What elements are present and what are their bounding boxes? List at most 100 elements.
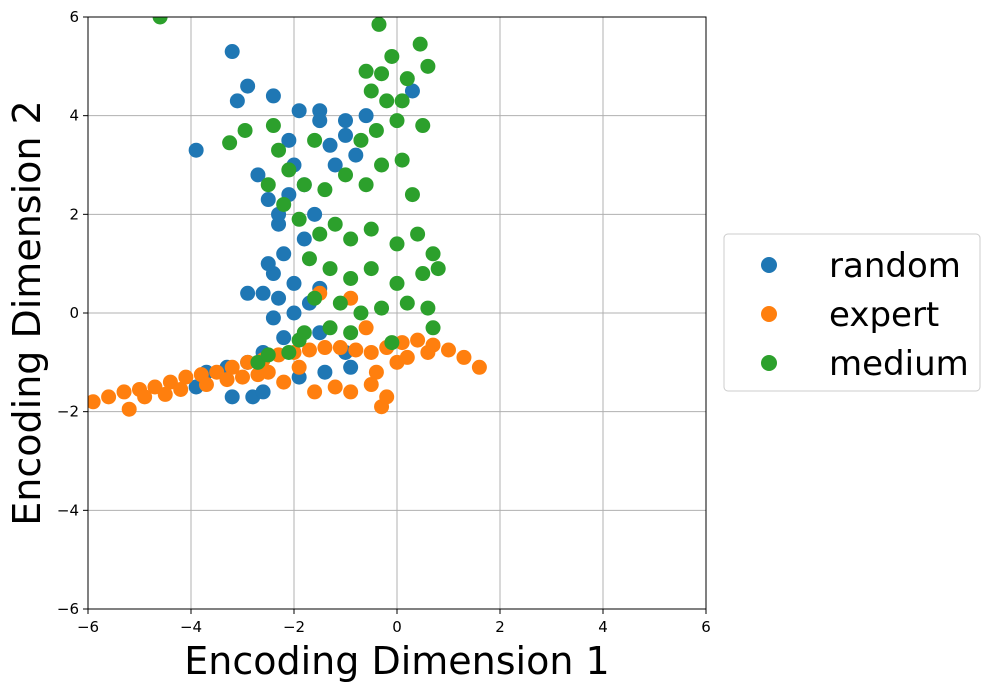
medium-point xyxy=(237,122,253,138)
medium-point xyxy=(332,295,348,311)
medium-point xyxy=(394,152,410,168)
random-point xyxy=(240,78,256,94)
x-tick-label: 4 xyxy=(598,618,608,636)
random-point xyxy=(229,93,245,109)
axis-ticks: −6 −4 −2 0 2 4 6 −6 −4 −2 0 2 4 6 xyxy=(57,8,711,636)
medium-point xyxy=(291,211,307,227)
expert-point xyxy=(363,344,379,360)
expert-point xyxy=(307,384,323,400)
medium-point xyxy=(260,177,276,193)
expert-point xyxy=(327,379,343,395)
medium-point xyxy=(374,157,390,173)
medium-point xyxy=(374,66,390,82)
expert-point xyxy=(343,384,359,400)
medium-point xyxy=(363,261,379,277)
y-tick-label: −2 xyxy=(57,403,79,421)
medium-point xyxy=(327,216,343,232)
random-point xyxy=(327,157,343,173)
medium-point xyxy=(358,177,374,193)
medium-point xyxy=(152,17,168,25)
medium-point xyxy=(276,196,292,212)
expert-point xyxy=(137,389,153,405)
expert-point xyxy=(276,374,292,390)
x-axis-label: Encoding Dimension 1 xyxy=(184,639,609,683)
y-tick-label: 0 xyxy=(69,304,79,322)
medium-point xyxy=(412,36,428,52)
random-point xyxy=(343,359,359,375)
random-legend-marker xyxy=(761,257,777,273)
expert-point xyxy=(379,389,395,405)
expert-point xyxy=(260,364,276,380)
medium-point xyxy=(307,290,323,306)
medium-point xyxy=(343,270,359,286)
medium-point xyxy=(301,251,317,267)
expert-point xyxy=(121,401,137,417)
medium-point xyxy=(368,122,384,138)
random-point xyxy=(338,127,353,143)
expert-point xyxy=(348,342,364,358)
x-tick-label: 6 xyxy=(701,618,711,636)
medium-point xyxy=(384,335,400,351)
expert-point xyxy=(240,354,256,370)
legend-label-expert: expert xyxy=(829,295,939,335)
expert-point xyxy=(116,384,132,400)
random-point xyxy=(271,290,287,306)
medium-point xyxy=(389,113,405,129)
expert-point xyxy=(291,359,307,375)
random-point xyxy=(348,147,364,163)
medium-point xyxy=(358,63,374,79)
medium-point xyxy=(389,236,405,252)
x-tick-label: −4 xyxy=(180,618,202,636)
y-tick-label: 4 xyxy=(69,107,79,125)
legend-label-medium: medium xyxy=(829,344,969,384)
random-point xyxy=(260,256,276,272)
medium-point xyxy=(343,231,359,247)
medium-point xyxy=(415,118,431,134)
expert-point xyxy=(101,389,117,405)
medium-point xyxy=(425,246,441,262)
expert-point xyxy=(301,342,317,358)
expert-point xyxy=(358,320,374,336)
medium-point xyxy=(222,135,238,151)
medium-point xyxy=(312,226,328,242)
random-point xyxy=(312,113,328,129)
medium-point xyxy=(317,182,333,198)
medium-series xyxy=(152,17,446,370)
medium-point xyxy=(425,320,441,336)
expert-point xyxy=(178,369,194,385)
x-tick-label: −2 xyxy=(283,618,305,636)
random-point xyxy=(224,389,240,405)
medium-point xyxy=(260,347,276,363)
random-point xyxy=(255,384,271,400)
medium-point xyxy=(374,300,390,316)
medium-point xyxy=(404,187,420,203)
y-tick-label: −4 xyxy=(57,501,79,519)
random-point xyxy=(358,108,374,124)
expert-point xyxy=(394,335,410,351)
random-point xyxy=(291,103,307,119)
x-tick-label: 0 xyxy=(392,618,402,636)
random-point xyxy=(255,285,271,301)
random-point xyxy=(265,88,281,104)
medium-point xyxy=(410,226,426,242)
expert-point xyxy=(332,340,348,356)
y-axis-label: Encoding Dimension 2 xyxy=(5,100,49,525)
expert-point xyxy=(441,342,456,358)
random-point xyxy=(250,167,266,183)
medium-point xyxy=(281,344,297,360)
expert-point xyxy=(88,394,101,410)
random-point xyxy=(322,137,338,153)
random-point xyxy=(307,206,323,222)
medium-point xyxy=(379,93,395,109)
medium-point xyxy=(399,71,415,87)
legend-label-random: random xyxy=(829,246,961,286)
expert-point xyxy=(456,349,472,365)
expert-point xyxy=(317,340,333,356)
medium-point xyxy=(281,162,297,178)
medium-point xyxy=(430,261,446,277)
expert-point xyxy=(363,377,379,393)
expert-point xyxy=(471,359,487,375)
medium-point xyxy=(307,132,323,148)
medium-point xyxy=(420,58,436,74)
random-point xyxy=(338,113,353,129)
